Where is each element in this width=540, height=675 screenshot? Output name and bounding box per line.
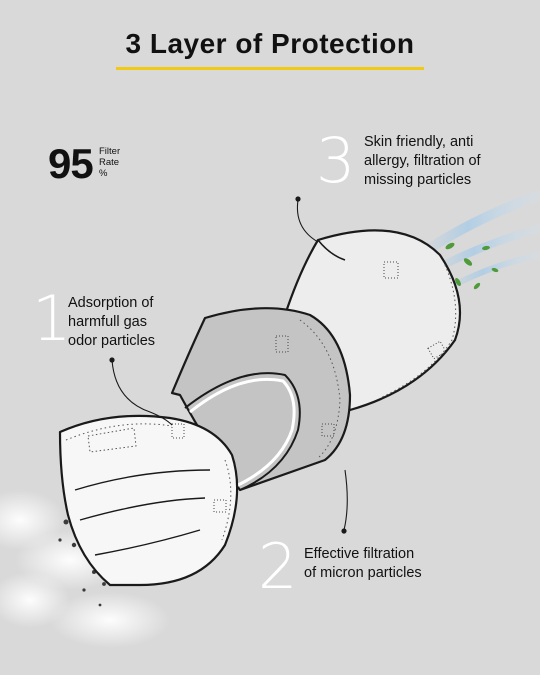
layer-3-number: 3: [316, 124, 356, 197]
filter-rate-value: 95: [48, 140, 94, 187]
mask-inner-layer: [283, 229, 462, 412]
callout-pointer: [111, 199, 348, 531]
filter-word: Filter: [99, 146, 121, 157]
mask-outer-layer: [58, 372, 301, 587]
percent-word: %: [99, 168, 108, 179]
callout-dots: [109, 196, 347, 534]
layer-2-number: 2: [258, 530, 298, 603]
filter-rate-caption: Filter Rate %: [99, 146, 120, 179]
layer-1-description: Adsorption of harmfull gas odor particle…: [68, 295, 156, 349]
rate-word: Rate: [99, 157, 120, 168]
layer-3-description: Skin friendly, anti allergy, filtration …: [364, 134, 481, 188]
page-title: 3 Layer of Protection: [125, 28, 415, 59]
layer-1-number: 1: [32, 282, 72, 355]
title-underline: [116, 67, 424, 70]
layer-2-description: Effective filtration of micron particles: [304, 546, 422, 581]
